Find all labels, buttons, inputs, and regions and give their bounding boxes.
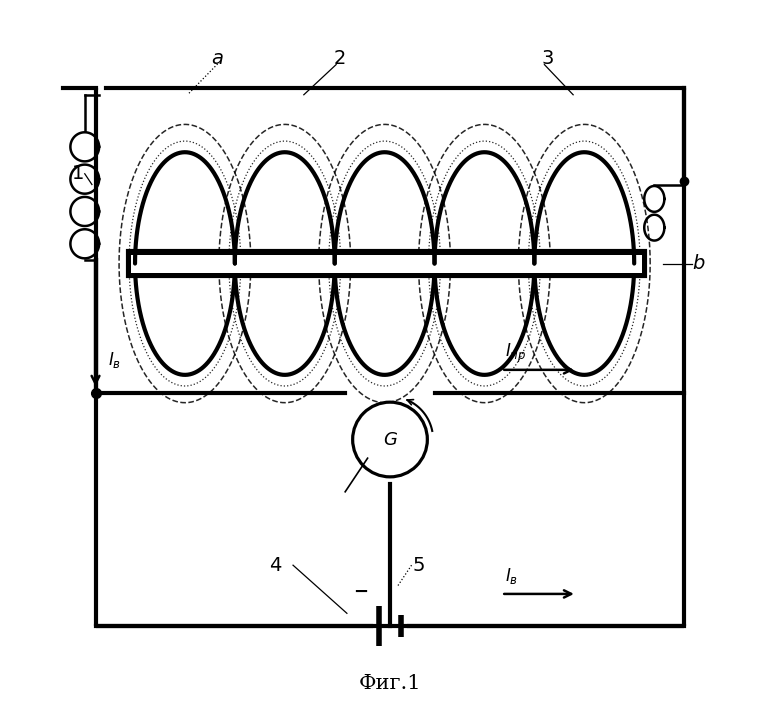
Text: −: − <box>353 583 368 601</box>
Text: $I_{в}$: $I_{в}$ <box>505 566 518 586</box>
Text: 5: 5 <box>413 556 425 575</box>
Text: b: b <box>693 254 705 273</box>
Bar <box>128 251 645 276</box>
Text: G: G <box>383 430 397 448</box>
Text: 4: 4 <box>269 556 282 575</box>
Text: $I_{пр}$: $I_{пр}$ <box>505 342 526 365</box>
Text: 3: 3 <box>542 49 555 68</box>
Text: a: a <box>211 49 224 68</box>
Text: Фиг.1: Фиг.1 <box>359 674 421 693</box>
Bar <box>131 255 642 273</box>
Circle shape <box>353 402 427 477</box>
Text: 1: 1 <box>72 164 83 183</box>
Text: 2: 2 <box>334 49 346 68</box>
Bar <box>128 251 645 276</box>
Text: $I_в$: $I_в$ <box>108 350 122 371</box>
